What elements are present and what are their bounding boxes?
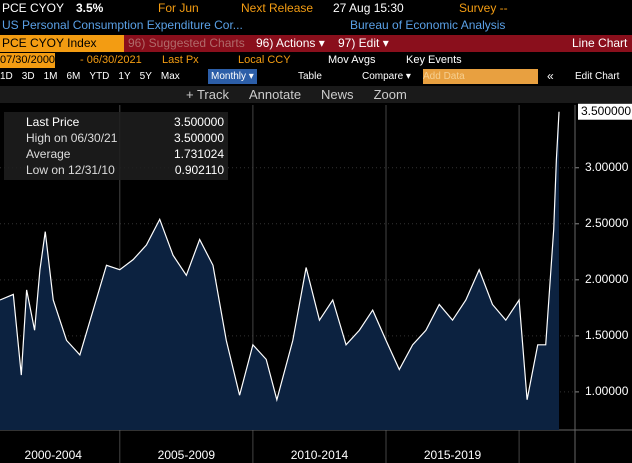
- security-name: US Personal Consumption Expenditure Cor.…: [2, 18, 243, 32]
- currency[interactable]: Local CCY: [238, 54, 291, 66]
- actions-menu[interactable]: 96) Actions ▾: [256, 36, 325, 50]
- edit-chart[interactable]: Edit Chart: [575, 71, 620, 82]
- frequency[interactable]: Monthly ▾: [208, 69, 257, 84]
- x-period-label: 2015-2019: [424, 448, 482, 462]
- x-period-label: 2000-2004: [25, 448, 83, 462]
- legend-value: 0.902110: [174, 163, 224, 177]
- x-period-label: 2010-2014: [291, 448, 349, 462]
- field[interactable]: Last Px: [162, 54, 199, 66]
- source: Bureau of Economic Analysis: [350, 18, 506, 32]
- security-field[interactable]: PCE CYOY Index: [0, 35, 124, 52]
- range-button[interactable]: 6M: [66, 71, 81, 82]
- next-release: Next Release: [241, 1, 314, 15]
- menu-bar: [0, 35, 632, 52]
- tool-bar: [0, 86, 632, 103]
- edit-menu[interactable]: 97) Edit ▾: [338, 36, 389, 50]
- y-tick-label: 2.50000: [585, 216, 629, 230]
- range-button[interactable]: 1M: [43, 71, 58, 82]
- range-buttons: 1D 3D 1M 6M YTD 1Y 5Y Max: [0, 69, 180, 84]
- tool-button[interactable]: Zoom: [373, 87, 407, 102]
- survey: Survey --: [459, 1, 508, 15]
- legend-label: High on 06/30/21: [26, 131, 118, 145]
- range-button[interactable]: YTD: [89, 71, 110, 82]
- range-button[interactable]: Max: [160, 71, 180, 82]
- value: 3.5%: [76, 1, 104, 15]
- legend-row: High on 06/30/21 3.500000: [6, 130, 224, 146]
- legend-row: Last Price 3.500000: [6, 114, 224, 130]
- area: [0, 111, 560, 431]
- y-tick-label: 1.50000: [585, 328, 629, 342]
- legend: Last Price 3.500000 High on 06/30/21 3.5000…: [6, 114, 224, 178]
- last-value-box: [578, 103, 632, 120]
- range-button[interactable]: 1Y: [118, 71, 131, 82]
- tool-button[interactable]: Annotate: [249, 87, 302, 102]
- legend-box: [4, 112, 228, 180]
- suggested-charts[interactable]: 96) Suggested Charts: [128, 36, 245, 50]
- period: For Jun: [158, 1, 199, 15]
- start-date[interactable]: 07/30/2000: [0, 53, 56, 68]
- chart: 1.00000 1.50000 2.00000 2.50000 3.00000 2000-…: [0, 103, 632, 463]
- line: [0, 111, 560, 403]
- end-date[interactable]: - 06/30/2021: [80, 54, 142, 66]
- legend-label: Last Price: [26, 115, 80, 129]
- legend-label: Average: [26, 147, 71, 161]
- table-button[interactable]: Table: [298, 71, 322, 82]
- legend-row: Average 1.731024: [6, 146, 224, 162]
- legend-label: Low on 12/31/10: [26, 163, 115, 177]
- legend-value: 1.731024: [173, 147, 224, 161]
- last-value-label: 3.500000: [581, 104, 631, 118]
- mov-avgs[interactable]: Mov Avgs: [328, 54, 376, 66]
- compare[interactable]: Compare ▾: [362, 71, 411, 82]
- x-period-label: 2005-2009: [158, 448, 216, 462]
- chart-type[interactable]: Line Chart: [572, 36, 628, 50]
- range-button[interactable]: 5Y: [139, 71, 152, 82]
- ticker: PCE CYOY: [2, 1, 65, 15]
- y-tick-label: 1.00000: [585, 384, 629, 398]
- legend-value: 3.500000: [173, 115, 224, 129]
- release-time: 27 Aug 15:30: [333, 1, 404, 15]
- y-tick-label: 2.00000: [585, 272, 629, 286]
- key-events[interactable]: Key Events: [406, 54, 462, 66]
- tools: + Track Annotate News Zoom: [186, 86, 407, 103]
- legend-value: 3.500000: [173, 131, 224, 145]
- tool-button[interactable]: News: [321, 87, 354, 102]
- add-data[interactable]: Add Data: [423, 69, 538, 84]
- collapse[interactable]: «: [547, 69, 554, 83]
- tool-button[interactable]: + Track: [186, 87, 229, 102]
- range-button[interactable]: 1D: [0, 71, 13, 82]
- y-tick-label: 3.00000: [585, 160, 629, 174]
- range-button[interactable]: 3D: [21, 71, 35, 82]
- legend-row: Low on 12/31/10 0.902110: [6, 162, 224, 178]
